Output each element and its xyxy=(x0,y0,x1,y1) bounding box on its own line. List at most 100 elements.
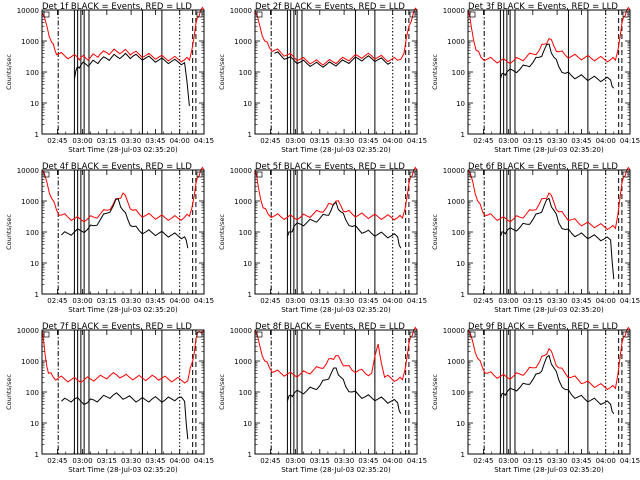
series-events-line xyxy=(73,52,190,107)
y-tick-label: 100 xyxy=(239,389,252,397)
y-tick-label: 10000 xyxy=(443,7,465,15)
plot-frame xyxy=(467,169,631,295)
y-axis-label: Counts/sec xyxy=(5,54,13,90)
plot-frame xyxy=(254,169,418,295)
y-tick-label: 1 xyxy=(35,131,39,139)
x-tick-label: 03:00 xyxy=(72,137,92,145)
y-tick-label: 10 xyxy=(243,100,252,108)
x-axis-label: Start Time (28-Jul-03 02:35:20) xyxy=(281,466,391,474)
y-tick-label: 10000 xyxy=(230,327,252,335)
x-axis-label: Start Time (28-Jul-03 02:35:20) xyxy=(281,146,391,154)
x-tick-label: 02:45 xyxy=(47,457,67,465)
y-tick-label: 1 xyxy=(248,131,252,139)
plot-frame xyxy=(41,169,205,295)
series-lld-line xyxy=(467,326,631,391)
x-tick-label: 03:45 xyxy=(571,297,591,305)
x-tick-label: 03:30 xyxy=(547,137,567,145)
x-tick-label: 03:00 xyxy=(72,457,92,465)
x-tick-label: 02:45 xyxy=(260,137,280,145)
plot-frame xyxy=(254,9,418,135)
y-tick-label: 1 xyxy=(35,291,39,299)
x-axis-label: Start Time (28-Jul-03 02:35:20) xyxy=(68,146,178,154)
x-tick-label: 03:45 xyxy=(145,137,165,145)
x-tick-label: 04:00 xyxy=(596,137,616,145)
series-lld-line xyxy=(41,6,205,63)
corner-symbol xyxy=(256,11,263,18)
x-tick-label: 04:00 xyxy=(383,137,403,145)
corner-symbol xyxy=(622,11,629,18)
series-events-line xyxy=(61,392,189,440)
y-axis-label: Counts/sec xyxy=(218,54,226,90)
y-tick-label: 10000 xyxy=(17,327,39,335)
y-tick-label: 1 xyxy=(461,451,465,459)
x-tick-label: 03:15 xyxy=(97,137,117,145)
y-tick-label: 100 xyxy=(26,69,39,77)
x-tick-label: 04:15 xyxy=(620,137,640,145)
x-tick-label: 03:00 xyxy=(498,137,518,145)
y-axis-label: Counts/sec xyxy=(431,374,439,410)
x-tick-label: 03:45 xyxy=(145,457,165,465)
corner-symbol xyxy=(409,11,416,18)
corner-symbol xyxy=(256,171,263,178)
series-lld-line xyxy=(41,329,205,384)
chart-panel: Det 2f BLACK = Events, RED = LLD Counts/s… xyxy=(218,2,427,154)
x-tick-label: 02:45 xyxy=(473,297,493,305)
y-tick-label: 10000 xyxy=(230,7,252,15)
y-tick-label: 1000 xyxy=(447,198,465,206)
chart-title: Det 1f BLACK = Events, RED = LLD xyxy=(42,2,192,12)
x-axis-label: Start Time (28-Jul-03 02:35:20) xyxy=(494,146,604,154)
y-tick-label: 1000 xyxy=(447,38,465,46)
y-tick-label: 1 xyxy=(248,451,252,459)
plot-frame xyxy=(254,329,418,455)
x-tick-label: 03:45 xyxy=(145,297,165,305)
series-lld-line xyxy=(254,7,418,66)
x-axis-label: Start Time (28-Jul-03 02:35:20) xyxy=(494,306,604,314)
series-events-line xyxy=(274,51,392,68)
x-tick-label: 03:00 xyxy=(285,137,305,145)
x-tick-label: 03:15 xyxy=(310,137,330,145)
chart-title: Det 7f BLACK = Events, RED = LLD xyxy=(42,322,192,332)
chart-panel: Det 9f BLACK = Events, RED = LLD Counts/s… xyxy=(431,322,640,474)
y-tick-label: 1 xyxy=(461,131,465,139)
y-axis-label: Counts/sec xyxy=(431,54,439,90)
chart-title: Det 6f BLACK = Events, RED = LLD xyxy=(468,162,618,172)
corner-symbol xyxy=(43,331,50,338)
y-tick-label: 1000 xyxy=(21,358,39,366)
x-tick-label: 03:30 xyxy=(547,457,567,465)
chart-panel: Det 5f BLACK = Events, RED = LLD Counts/s… xyxy=(218,162,427,314)
y-tick-label: 10000 xyxy=(443,327,465,335)
x-tick-label: 03:15 xyxy=(523,137,543,145)
x-tick-label: 04:00 xyxy=(170,297,190,305)
y-tick-label: 10 xyxy=(30,420,39,428)
series-events-line xyxy=(499,43,615,89)
y-tick-label: 100 xyxy=(26,389,39,397)
y-tick-label: 1 xyxy=(35,451,39,459)
y-tick-label: 100 xyxy=(239,69,252,77)
chart-title: Det 2f BLACK = Events, RED = LLD xyxy=(255,2,405,12)
x-tick-label: 04:15 xyxy=(194,457,214,465)
corner-symbol xyxy=(256,331,263,338)
x-tick-label: 03:00 xyxy=(498,297,518,305)
x-tick-label: 03:00 xyxy=(498,457,518,465)
x-tick-label: 04:15 xyxy=(194,297,214,305)
y-tick-label: 1000 xyxy=(21,38,39,46)
y-tick-label: 10000 xyxy=(443,167,465,175)
corner-symbol xyxy=(409,331,416,338)
x-tick-label: 04:00 xyxy=(596,297,616,305)
chart-panel: Det 4f BLACK = Events, RED = LLD Counts/s… xyxy=(5,162,214,314)
y-tick-label: 10000 xyxy=(17,7,39,15)
x-tick-label: 03:45 xyxy=(571,457,591,465)
x-tick-label: 04:15 xyxy=(407,457,427,465)
x-tick-label: 03:15 xyxy=(97,457,117,465)
x-axis-label: Start Time (28-Jul-03 02:35:20) xyxy=(494,466,604,474)
x-tick-label: 04:15 xyxy=(194,137,214,145)
series-lld-line xyxy=(467,6,631,65)
corner-symbol xyxy=(469,171,476,178)
y-tick-label: 1 xyxy=(248,291,252,299)
series-events-line xyxy=(499,354,615,414)
x-tick-label: 03:30 xyxy=(121,297,141,305)
chart-title: Det 8f BLACK = Events, RED = LLD xyxy=(255,322,405,332)
y-tick-label: 1000 xyxy=(234,38,252,46)
x-tick-label: 04:15 xyxy=(620,297,640,305)
